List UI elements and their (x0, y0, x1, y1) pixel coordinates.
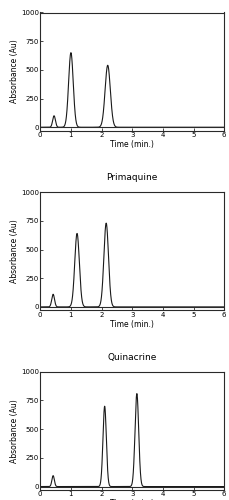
X-axis label: Time (min.): Time (min.) (110, 320, 153, 329)
Text: Quinacrine: Quinacrine (107, 353, 156, 362)
Text: Primaquine: Primaquine (106, 173, 157, 182)
Y-axis label: Absorbance (Au): Absorbance (Au) (10, 220, 19, 283)
Y-axis label: Absorbance (Au): Absorbance (Au) (10, 40, 19, 104)
X-axis label: Time (min.): Time (min.) (110, 140, 153, 149)
Y-axis label: Absorbance (Au): Absorbance (Au) (10, 399, 19, 463)
